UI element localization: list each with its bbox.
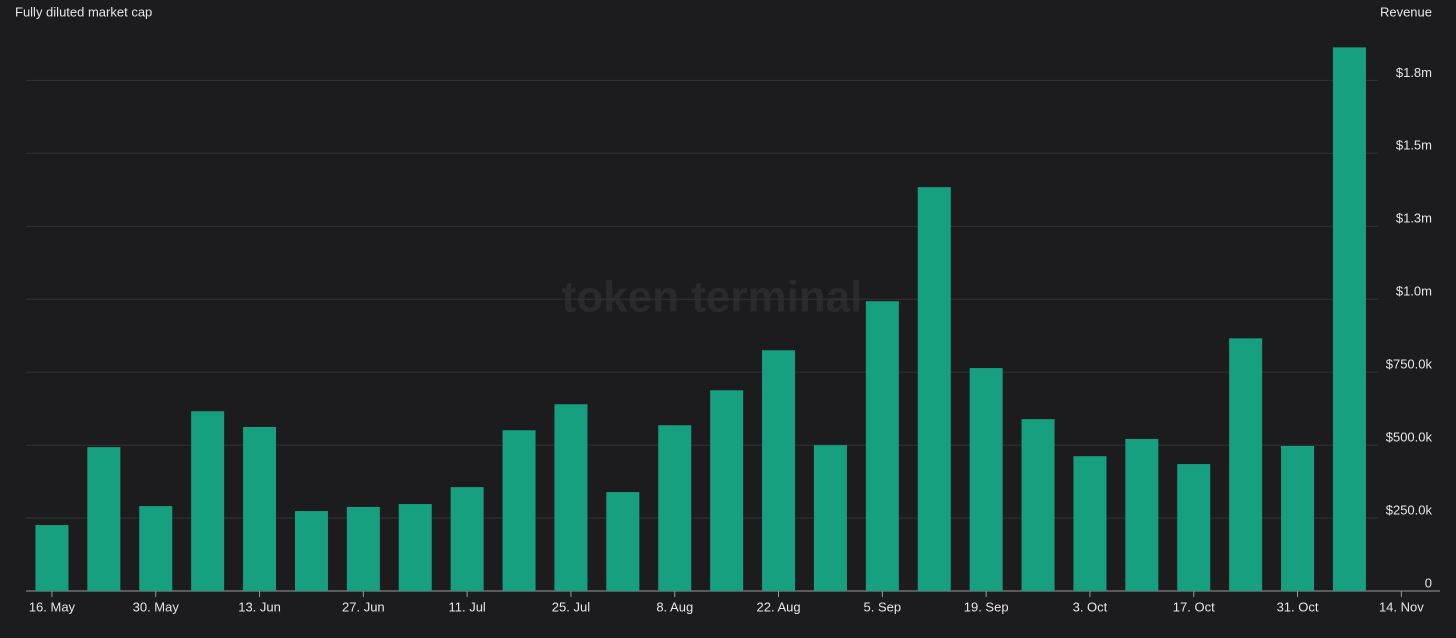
x-tick-label: 16. May xyxy=(29,599,76,614)
bar xyxy=(1332,47,1366,591)
y-tick-label: $1.3m xyxy=(1396,211,1432,226)
left-axis-title: Fully diluted market cap xyxy=(15,4,152,19)
bar xyxy=(450,487,484,591)
x-tick-label: 13. Jun xyxy=(238,599,281,614)
bar xyxy=(865,301,899,591)
bar xyxy=(191,411,225,591)
right-axis-title: Revenue xyxy=(1380,4,1432,19)
bar xyxy=(35,525,69,591)
bar xyxy=(139,506,173,591)
bar xyxy=(554,404,588,591)
x-tick-label: 25. Jul xyxy=(552,599,590,614)
bar xyxy=(606,492,640,591)
bar xyxy=(969,368,1003,591)
bar xyxy=(658,425,692,591)
x-tick-label: 8. Aug xyxy=(656,599,693,614)
x-tick-label: 30. May xyxy=(133,599,180,614)
y-tick-label: 0 xyxy=(1425,575,1432,590)
bar xyxy=(294,511,328,591)
y-tick-label: $250.0k xyxy=(1386,502,1433,517)
y-tick-label: $1.0m xyxy=(1396,284,1432,299)
x-tick-label: 22. Aug xyxy=(756,599,800,614)
bar xyxy=(762,350,796,591)
bar xyxy=(917,187,951,592)
bar xyxy=(398,504,432,591)
bar xyxy=(1229,338,1263,591)
y-tick-label: $750.0k xyxy=(1386,357,1433,372)
y-tick-label: $500.0k xyxy=(1386,430,1433,445)
y-tick-label: $1.5m xyxy=(1396,138,1432,153)
bar xyxy=(1073,456,1107,591)
x-tick-label: 5. Sep xyxy=(864,599,902,614)
watermark: token terminal xyxy=(562,273,863,322)
bar xyxy=(87,447,121,591)
bar xyxy=(346,506,380,591)
x-tick-label: 17. Oct xyxy=(1173,599,1215,614)
x-tick-label: 31. Oct xyxy=(1277,599,1319,614)
bar xyxy=(1125,438,1159,591)
x-tick-label: 3. Oct xyxy=(1073,599,1108,614)
x-tick-label: 19. Sep xyxy=(964,599,1009,614)
x-tick-label: 14. Nov xyxy=(1379,599,1424,614)
bar xyxy=(1281,445,1315,591)
y-tick-label: $1.8m xyxy=(1396,65,1432,80)
bar xyxy=(710,390,744,591)
bar xyxy=(502,430,536,591)
x-tick-label: 27. Jun xyxy=(342,599,385,614)
bar xyxy=(243,427,277,591)
x-tick-label: 11. Jul xyxy=(448,599,485,614)
bar xyxy=(813,445,847,591)
bar xyxy=(1021,419,1055,591)
bar xyxy=(1177,464,1211,591)
